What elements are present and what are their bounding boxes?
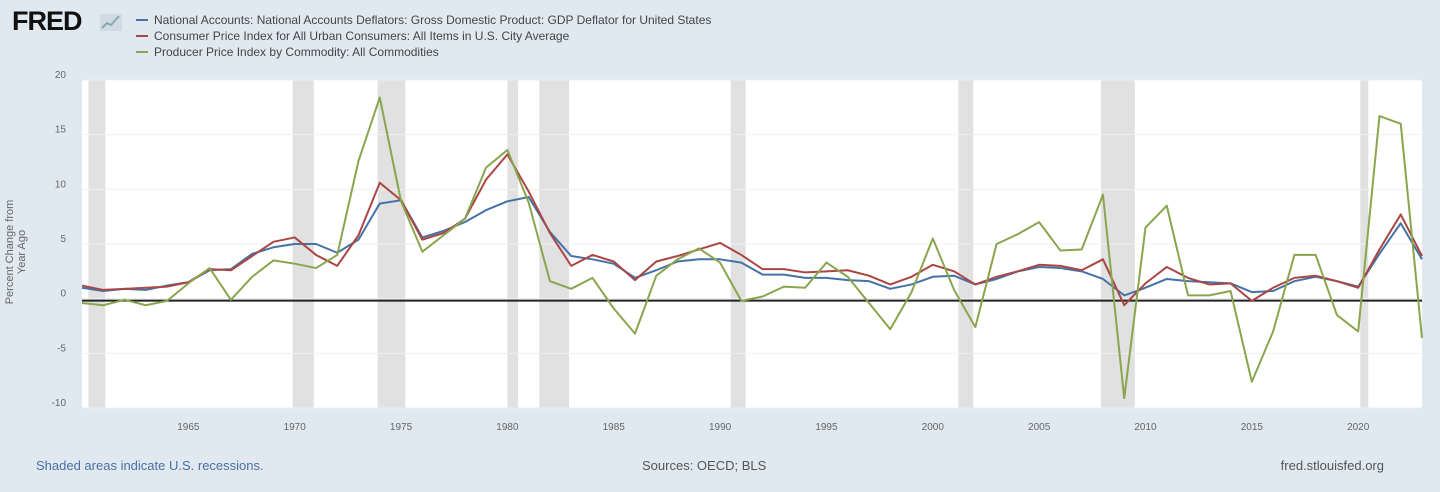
y-tick-label: 10 (55, 179, 67, 190)
sources: Sources: OECD; BLS (642, 458, 767, 473)
x-tick-label: 1980 (496, 422, 519, 433)
recession-note[interactable]: Shaded areas indicate U.S. recessions. (36, 458, 264, 473)
y-tick-label: 5 (60, 234, 66, 245)
y-tick-label: -10 (52, 398, 67, 409)
legend-item-ppi[interactable]: Producer Price Index by Commodity: All C… (136, 44, 711, 60)
x-tick-label: 1995 (815, 422, 838, 433)
y-tick-label: 0 (60, 289, 66, 300)
fred-logo[interactable]: FRED (12, 6, 82, 36)
y-tick-label: 15 (55, 125, 67, 136)
legend-item-cpi[interactable]: Consumer Price Index for All Urban Consu… (136, 28, 711, 44)
legend-item-gdp-deflator[interactable]: National Accounts: National Accounts Def… (136, 12, 711, 28)
site-link[interactable]: fred.stlouisfed.org (1280, 458, 1384, 473)
x-tick-label: 1985 (603, 422, 626, 433)
x-tick-label: 2015 (1241, 422, 1264, 433)
x-tick-label: 1970 (284, 422, 307, 433)
legend-label: Consumer Price Index for All Urban Consu… (154, 29, 570, 43)
y-tick-label: 20 (55, 70, 67, 81)
legend-swatch (136, 35, 148, 37)
fred-chart-logo-icon (100, 14, 122, 31)
legend-label: National Accounts: National Accounts Def… (154, 13, 712, 27)
x-tick-label: 1990 (709, 422, 732, 433)
legend-label: Producer Price Index by Commodity: All C… (154, 45, 439, 59)
series-line-cpi (81, 153, 1423, 307)
legend: National Accounts: National Accounts Def… (136, 12, 711, 60)
x-tick-label: 2020 (1347, 422, 1370, 433)
x-tick-label: 1975 (390, 422, 413, 433)
y-tick-label: -5 (57, 343, 66, 354)
legend-swatch (136, 19, 148, 21)
legend-swatch (136, 51, 148, 53)
x-tick-label: 2005 (1028, 422, 1051, 433)
x-tick-label: 2000 (922, 422, 945, 433)
series-line-ppi (81, 96, 1423, 400)
x-tick-label: 2010 (1134, 422, 1157, 433)
x-tick-label: 1965 (177, 422, 200, 433)
